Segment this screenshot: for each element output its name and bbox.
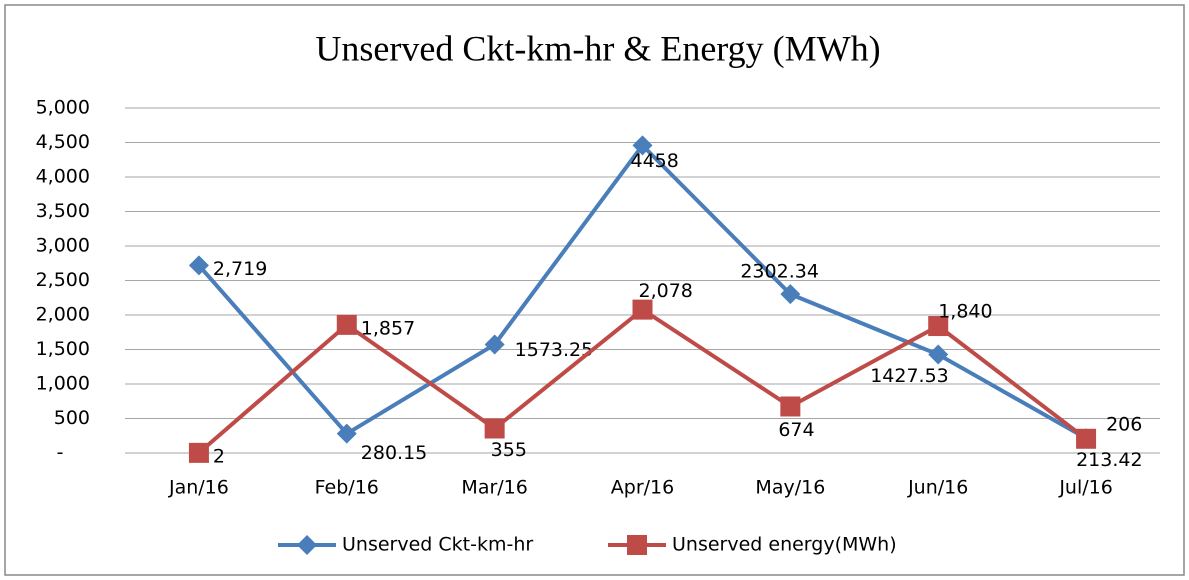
point-marker [780,284,801,305]
x-tick-label: Apr/16 [611,477,674,499]
y-tick-label: - [57,442,64,464]
data-label: 4458 [631,150,679,172]
x-tick-label: Mar/16 [461,477,527,499]
y-tick-label: 1,000 [36,373,90,395]
point-marker [928,316,949,337]
point-marker [336,314,357,335]
point-marker [336,423,357,444]
legend-label: Unserved energy(MWh) [672,534,897,556]
data-label: 1,840 [938,301,992,323]
point-marker [632,299,653,320]
y-tick-label: 3,500 [36,200,90,222]
x-tick-label: May/16 [755,477,825,499]
data-label: 1427.53 [870,365,949,387]
y-tick-label: 4,500 [36,131,90,153]
y-tick-label: 500 [54,407,90,429]
data-label: 2,078 [639,280,693,302]
point-marker [1076,428,1097,449]
chart-title: Unserved Ckt-km-hr & Energy (MWh) [315,28,880,68]
legend-label: Unserved Ckt-km-hr [342,534,533,556]
legend-marker [627,535,647,555]
data-label: 2302.34 [740,261,819,283]
chart-border [4,4,1185,576]
y-tick-label: 2,500 [36,269,90,291]
point-marker [928,344,949,365]
data-label: 674 [778,419,814,441]
y-tick-label: 4,000 [36,166,90,188]
data-label: 2,719 [213,258,267,280]
x-tick-label: Jun/16 [907,477,968,499]
point-marker [188,442,209,463]
data-label: 1573.25 [515,339,594,361]
x-tick-label: Jan/16 [168,477,229,499]
data-label: 2 [213,445,225,467]
data-label: 355 [491,439,527,461]
data-label: 1,857 [361,317,415,339]
point-marker [188,255,209,276]
data-label: 213.42 [1076,449,1142,471]
legend-marker [297,535,317,555]
x-tick-label: Feb/16 [315,477,379,499]
point-marker [484,418,505,439]
data-label: 206 [1106,413,1142,435]
point-marker [632,135,653,156]
y-tick-label: 1,500 [36,338,90,360]
point-marker [484,334,505,355]
y-tick-label: 2,000 [36,304,90,326]
y-tick-label: 3,000 [36,235,90,257]
data-label: 280.15 [361,442,427,464]
y-tick-label: 5,000 [36,97,90,119]
point-marker [780,396,801,417]
x-tick-label: Jul/16 [1058,477,1113,499]
